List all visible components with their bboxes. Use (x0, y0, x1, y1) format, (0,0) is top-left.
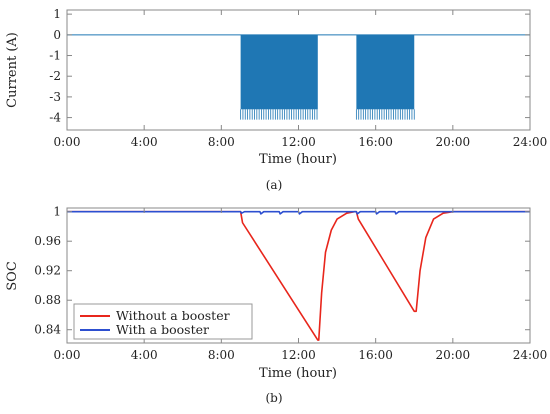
soc-x-tick-label: 24:00 (513, 348, 548, 362)
current-x-tick-label: 8:00 (208, 135, 235, 149)
current-pulse-block (356, 34, 415, 110)
soc-x-ticks: 0:00 4:00 8:00 12:00 16:00 20:00 24:00 (54, 208, 548, 362)
soc-x-tick-label: 20:00 (436, 348, 471, 362)
current-x-tick-label: 12:00 (281, 135, 316, 149)
current-y-tick-label: -4 (49, 111, 61, 125)
current-pulse-spikes (240, 109, 318, 120)
soc-x-tick-label: 4:00 (131, 348, 158, 362)
current-x-axis-label: Time (hour) (259, 152, 337, 167)
soc-y-tick-label: 0.84 (34, 323, 61, 337)
soc-x-tick-label: 16:00 (358, 348, 393, 362)
soc-y-axis-label: SOC (5, 261, 20, 291)
current-y-tick-label: -2 (49, 69, 61, 83)
soc-y-tick-label: 0.88 (34, 293, 61, 307)
soc-series (67, 210, 530, 341)
current-panel: 1 0 -1 -2 -3 -4 0:00 4:00 8:00 12:00 16:00 20:00 24… (5, 7, 547, 192)
current-x-tick-label: 4:00 (131, 135, 158, 149)
soc-y-ticks: 1 0.96 0.92 0.88 0.84 (34, 205, 530, 337)
panel-label-a: (a) (266, 178, 283, 192)
soc-x-tick-label: 0:00 (54, 348, 81, 362)
current-x-tick-label: 0:00 (54, 135, 81, 149)
legend: Without a booster With a booster (73, 303, 253, 340)
current-x-tick-label: 24:00 (513, 135, 548, 149)
current-y-tick-label: 1 (53, 7, 61, 21)
current-x-tick-label: 20:00 (436, 135, 471, 149)
soc-x-tick-label: 12:00 (281, 348, 316, 362)
legend-label-without-booster: Without a booster (116, 308, 230, 323)
soc-x-tick-label: 8:00 (208, 348, 235, 362)
current-y-ticks: 1 0 -1 -2 -3 -4 (49, 7, 530, 125)
current-y-axis-label: Current (A) (5, 32, 20, 108)
soc-panel: 1 0.96 0.92 0.88 0.84 0:00 4:00 8:00 12:00 16:00… (5, 205, 547, 405)
current-series (67, 34, 530, 120)
current-x-tick-label: 16:00 (358, 135, 393, 149)
current-pulse-spikes (355, 109, 415, 120)
current-x-ticks: 0:00 4:00 8:00 12:00 16:00 20:00 24:00 (54, 10, 548, 149)
current-y-tick-label: 0 (53, 28, 61, 42)
current-y-tick-label: -3 (49, 90, 61, 104)
current-pulse-block (240, 34, 318, 110)
soc-series-with-booster (67, 210, 530, 215)
panel-label-b: (b) (265, 391, 282, 405)
legend-box (73, 303, 253, 340)
soc-x-axis-label: Time (hour) (259, 366, 337, 381)
current-y-tick-label: -1 (49, 49, 61, 63)
soc-y-tick-label: 0.96 (34, 234, 61, 248)
soc-y-tick-label: 0.92 (34, 264, 61, 278)
soc-y-tick-label: 1 (53, 205, 61, 219)
legend-label-with-booster: With a booster (116, 322, 209, 337)
